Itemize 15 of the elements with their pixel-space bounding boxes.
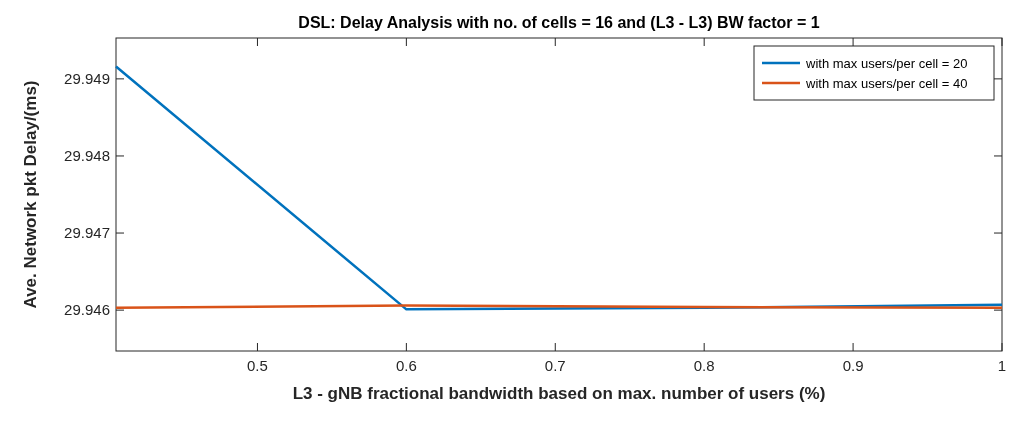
- chart-title: DSL: Delay Analysis with no. of cells = 16 and (L3 - L3) BW factor = 1: [298, 14, 820, 31]
- y-tick-label: 29.949: [64, 69, 110, 87]
- x-tick-label: 0.5: [247, 357, 268, 374]
- y-axis-title: Ave. Network pkt Delay/(ms): [21, 80, 40, 309]
- x-tick-label: 0.6: [395, 357, 417, 374]
- x-tick-label: 0.8: [693, 357, 715, 374]
- x-tick-label: 1: [997, 357, 1007, 374]
- legend-label: with max users/per cell = 40: [805, 76, 968, 91]
- y-tick-label: 29.946: [64, 301, 110, 319]
- x-axis-title: L3 - gNB fractional bandwidth based on max. number of users (%): [292, 384, 826, 403]
- y-tick-label: 29.947: [64, 224, 110, 242]
- x-tick-label: 0.7: [544, 357, 566, 374]
- x-tick-label: 0.9: [842, 357, 864, 374]
- y-tick-label: 29.948: [64, 146, 110, 164]
- legend-label: with max users/per cell = 20: [805, 56, 968, 71]
